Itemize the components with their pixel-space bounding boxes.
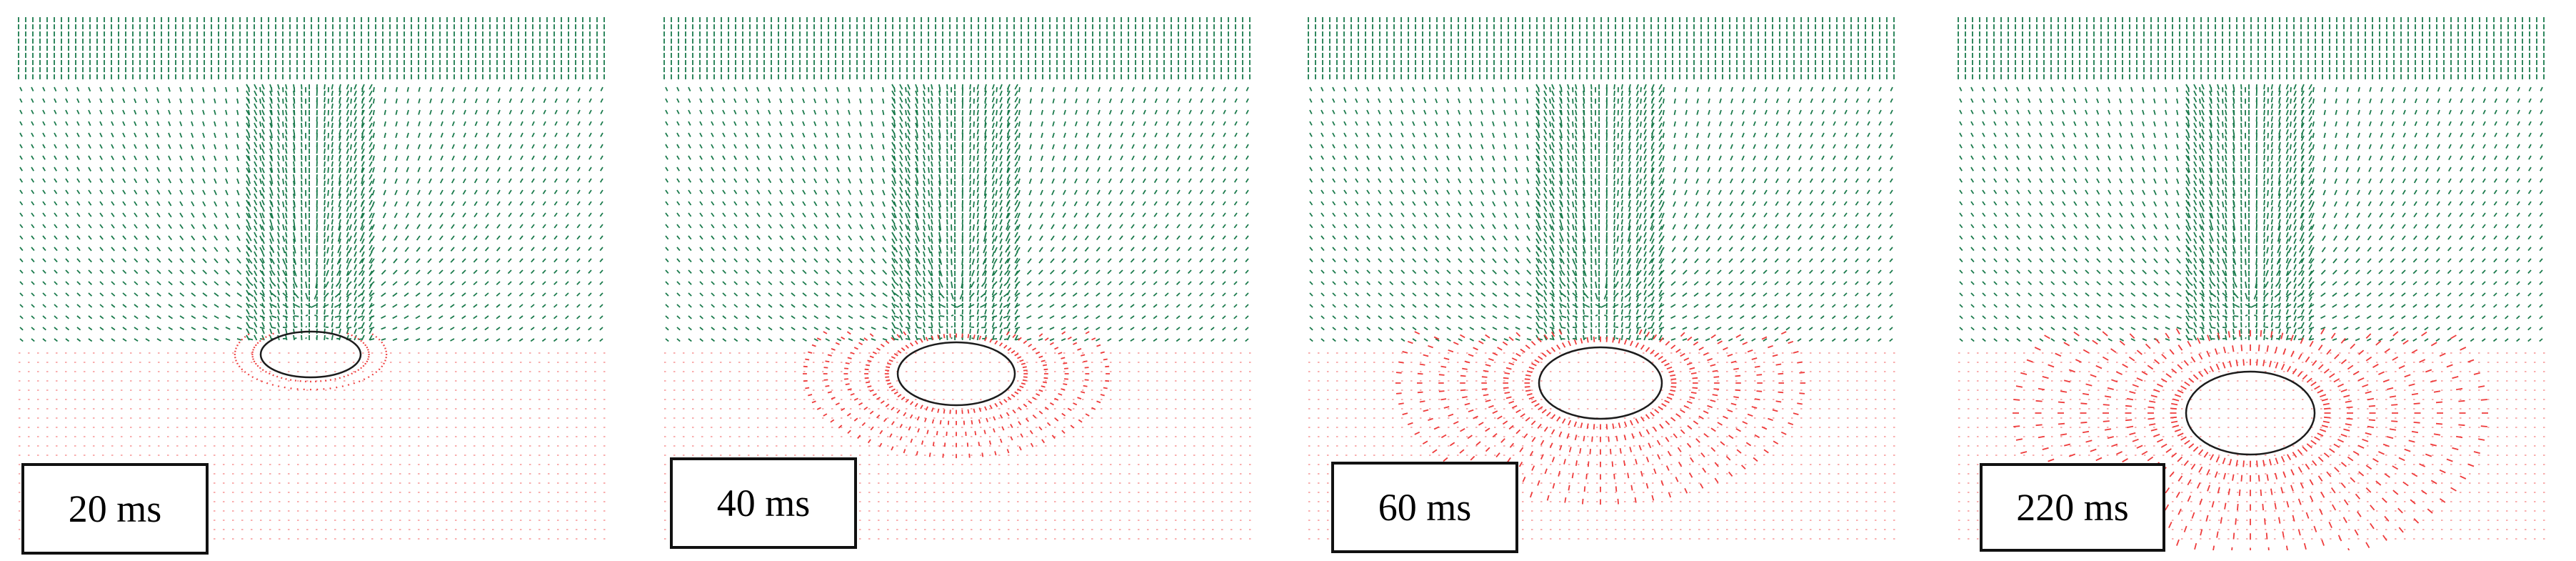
upper-fluid-vectors	[1308, 17, 1895, 342]
lower-fluid-vectors	[19, 352, 606, 540]
panel-60ms: 60 ms	[1305, 13, 1895, 553]
bubble-outline	[1538, 346, 1663, 420]
lower-fluid-vectors	[664, 352, 1251, 540]
radial-flow-vectors	[803, 331, 1110, 459]
time-label: 20 ms	[21, 463, 209, 555]
radial-flow-vectors	[234, 332, 388, 391]
vector-field	[663, 17, 1251, 540]
panel-40ms: 40 ms	[661, 13, 1251, 550]
time-label: 60 ms	[1331, 462, 1518, 553]
bubble-outline	[259, 330, 362, 379]
panel-20ms: 20 ms	[16, 13, 606, 555]
upper-fluid-vectors	[18, 17, 605, 342]
panel-220ms: 220 ms	[1955, 13, 2545, 552]
time-label: 40 ms	[670, 457, 857, 549]
bubble-outline	[2185, 370, 2316, 456]
vector-field	[18, 17, 606, 540]
bubble-outline	[896, 341, 1016, 407]
upper-fluid-vectors	[663, 17, 1251, 342]
time-label: 220 ms	[1980, 463, 2165, 552]
radial-flow-vectors	[1395, 329, 1806, 505]
upper-fluid-vectors	[1958, 17, 2545, 342]
